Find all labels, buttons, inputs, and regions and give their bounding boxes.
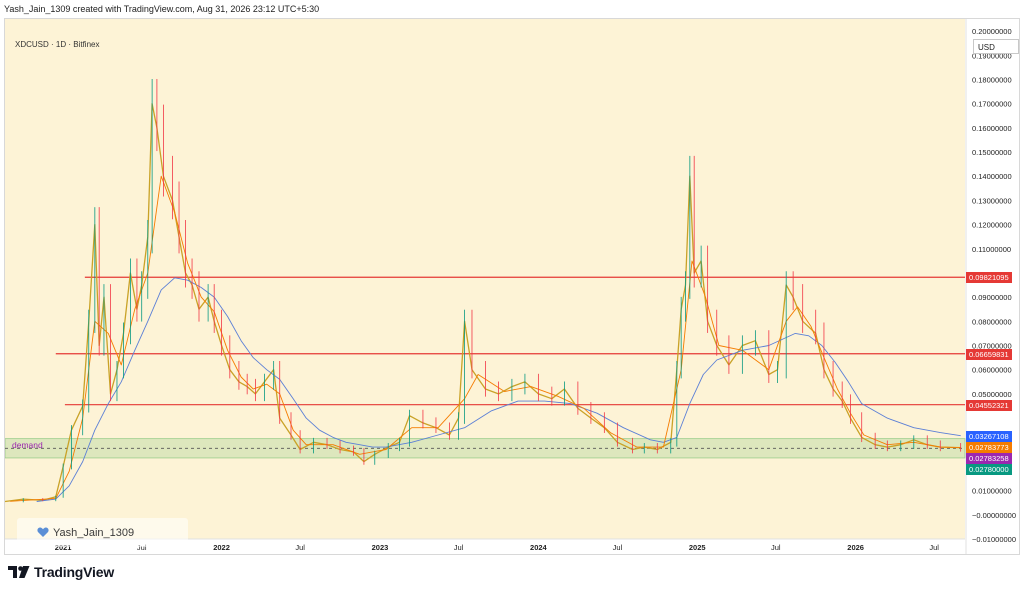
symbol-title: XDCUSD · 1D · Bitfinex	[15, 40, 100, 49]
price-tag-2: 0.06659831	[966, 348, 1012, 360]
x-tick-label: 2022	[213, 543, 230, 552]
price-tag-3: 0.04552321	[966, 399, 1012, 411]
chart-frame[interactable]: 0.20000000 0.19000000 0.18000000 0.17000000…	[4, 18, 1020, 555]
y-tick-label: 0.12000000	[972, 221, 1012, 230]
currency-selector[interactable]: USD	[973, 39, 1019, 54]
brand-name: TradingView	[34, 564, 115, 580]
x-tick-label: 2025	[689, 543, 706, 552]
price-tag-1: 0.09821095	[966, 272, 1012, 284]
plot-background	[5, 19, 965, 539]
y-tick-label: 0.07000000	[972, 342, 1012, 351]
x-tick-label: 2024	[530, 543, 548, 552]
moving-average-line-1	[36, 277, 961, 502]
price-tag-5: 0.02783773	[966, 442, 1012, 454]
x-tick-label: 2021	[55, 543, 72, 552]
x-tick-label: Jul	[771, 543, 781, 552]
y-tick-label: 0.01000000	[972, 487, 1012, 496]
price-tag-6: 0.02783258	[966, 453, 1012, 465]
tradingview-logo-icon	[8, 566, 30, 578]
price-tag-7: 0.02780000	[966, 464, 1012, 476]
y-tick-label: 0.13000000	[972, 196, 1012, 205]
x-tick-label: Jul	[295, 543, 305, 552]
y-tick-label: −0.00000000	[972, 511, 1016, 520]
price-chart[interactable]: 0.20000000 0.19000000 0.18000000 0.17000000…	[5, 19, 1019, 554]
y-tick-label: 0.20000000	[972, 27, 1012, 36]
heart-icon	[37, 527, 49, 537]
x-tick-label: 2026	[847, 543, 864, 552]
y-tick-label: 0.14000000	[972, 172, 1012, 181]
y-tick-label: 0.15000000	[972, 148, 1012, 157]
y-tick-label: 0.17000000	[972, 100, 1012, 109]
y-tick-label: 0.05000000	[972, 390, 1012, 399]
author-watermark: Yash_Jain_1309	[17, 518, 188, 547]
watermark-text: Yash_Jain_1309	[53, 526, 135, 539]
y-tick-label: 0.19000000	[972, 51, 1012, 60]
x-tick-label: Jul	[929, 543, 939, 552]
y-tick-label: 0.16000000	[972, 124, 1012, 133]
price-tag-4: 0.03267108	[966, 430, 1012, 442]
demand-zone-label: demand	[12, 440, 43, 450]
x-tick-label: Jul	[454, 543, 464, 552]
y-tick-label: 0.09000000	[972, 293, 1012, 302]
x-tick-label: Jul	[137, 543, 147, 552]
credit-line: Yash_Jain_1309 created with TradingView.…	[4, 4, 320, 14]
y-tick-label: 0.08000000	[972, 317, 1012, 326]
y-tick-label: 0.18000000	[972, 75, 1012, 84]
y-tick-label: 0.06000000	[972, 366, 1012, 375]
x-tick-label: Jul	[613, 543, 623, 552]
moving-average-line-2	[10, 175, 961, 502]
tradingview-brand[interactable]: TradingView	[8, 564, 114, 580]
y-tick-label: −0.01000000	[972, 535, 1016, 544]
y-tick-label: 0.11000000	[972, 245, 1011, 254]
x-tick-label: 2023	[372, 543, 389, 552]
